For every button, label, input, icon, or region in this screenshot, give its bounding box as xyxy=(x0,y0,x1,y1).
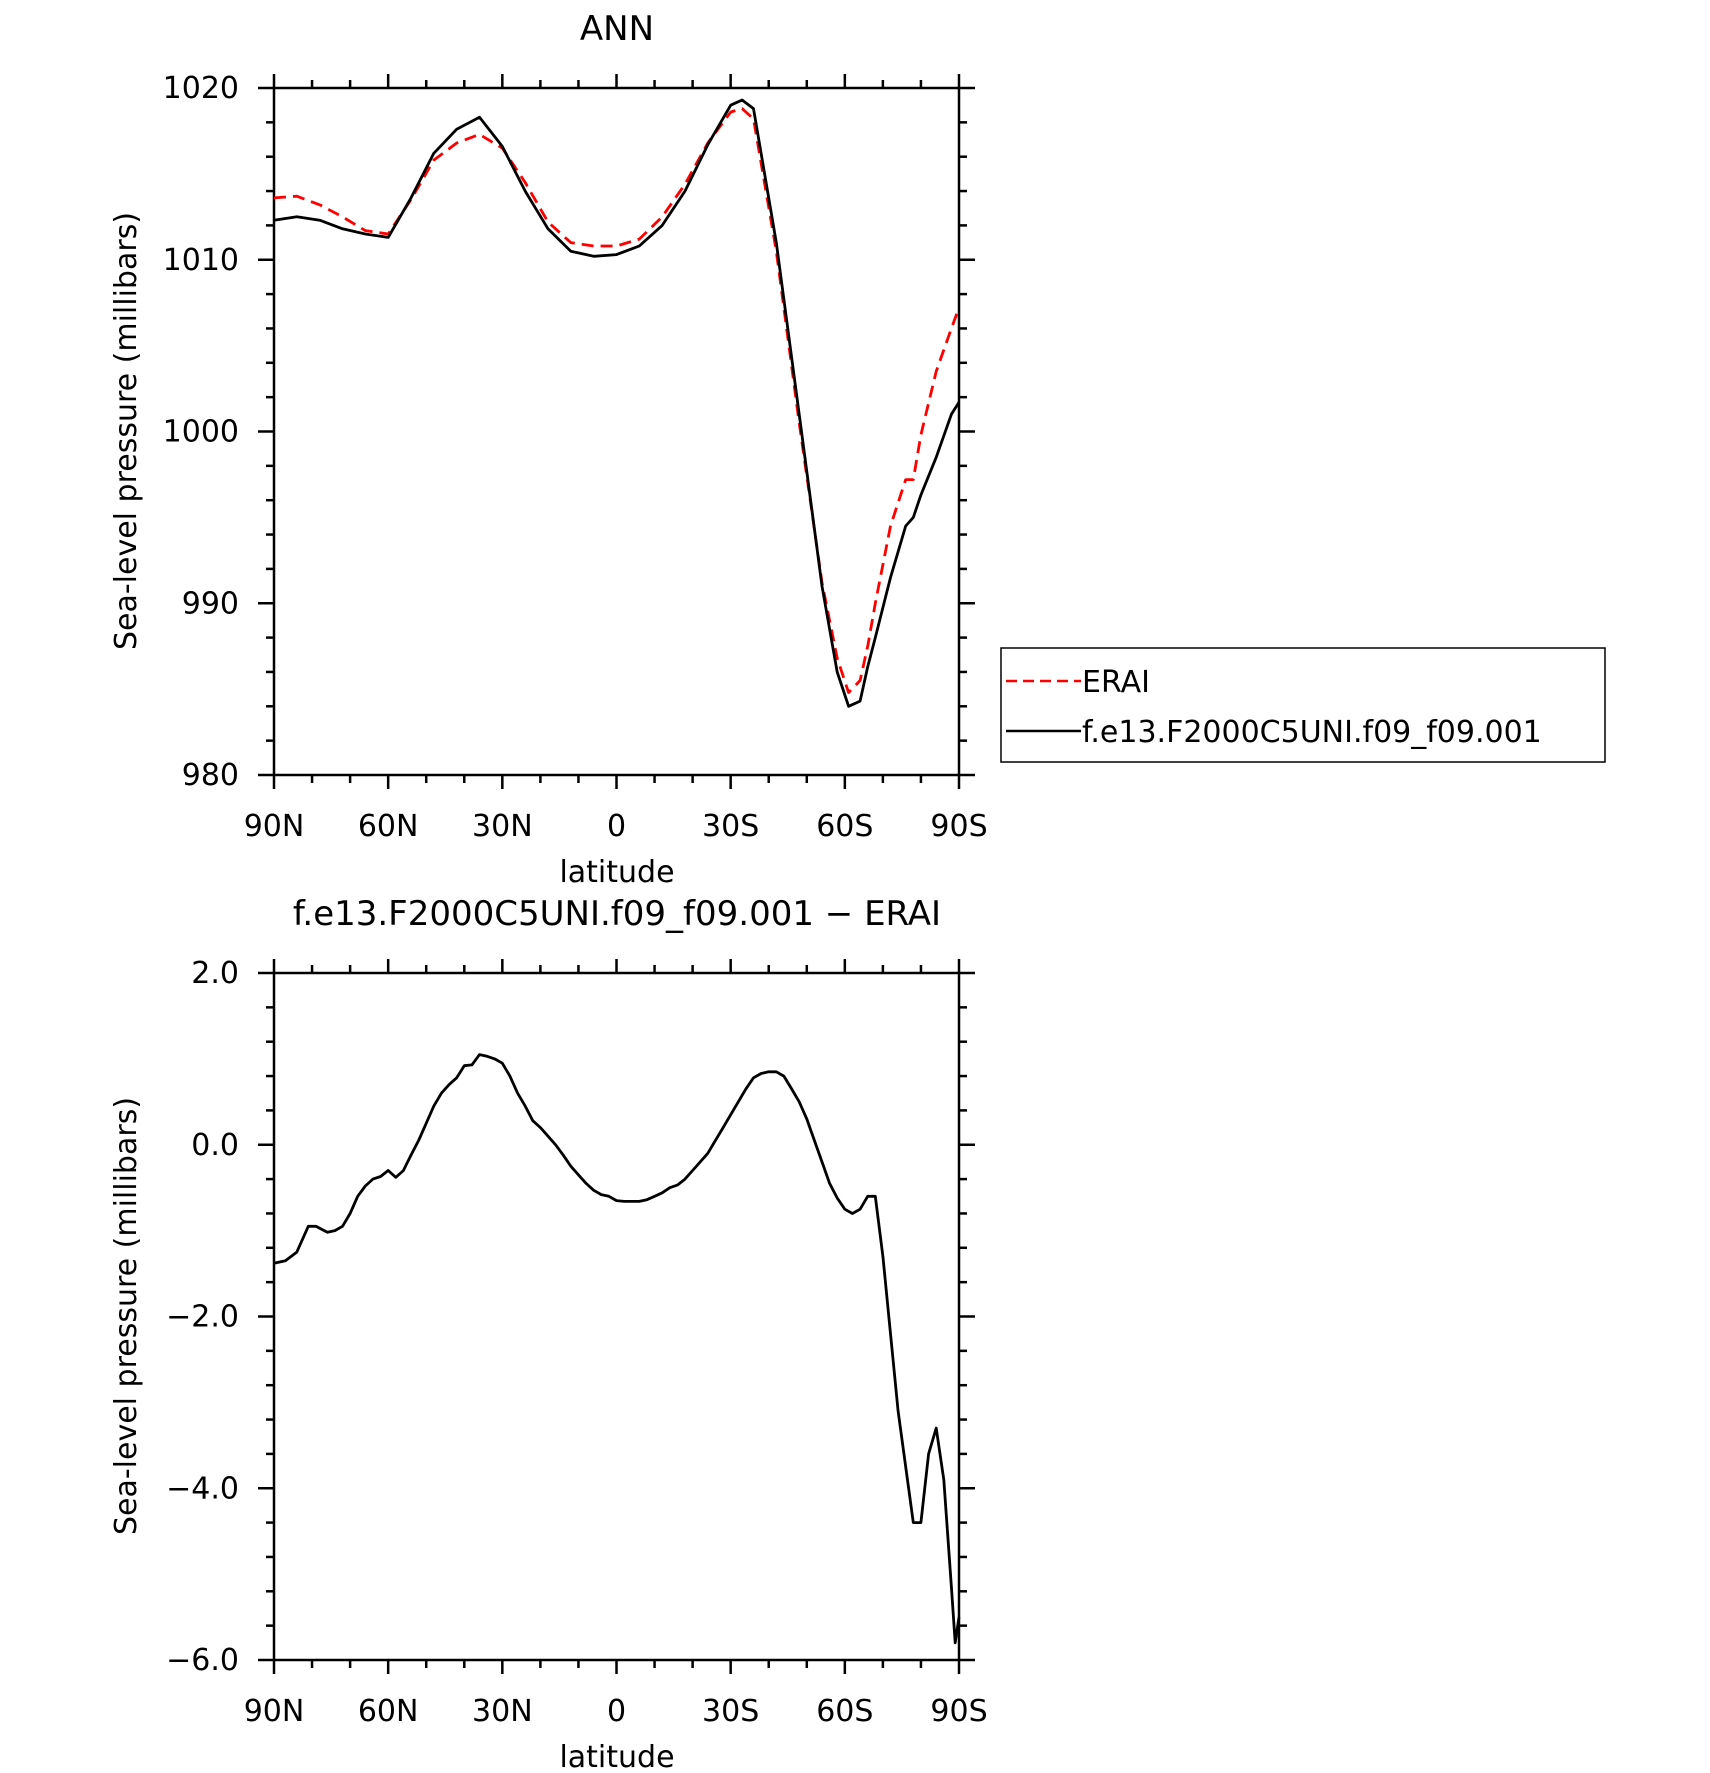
legend: ERAI f.e13.F2000C5UNI.f09_f09.001 xyxy=(1000,647,1606,763)
axis-ticks xyxy=(258,959,975,1674)
series-line-diff-0 xyxy=(273,1053,961,1645)
x-tick-label: 60N xyxy=(358,809,419,844)
y-tick-label: −6.0 xyxy=(166,1643,239,1678)
legend-label-erai: ERAI xyxy=(1082,665,1150,700)
y-tick-label: 990 xyxy=(182,586,239,621)
legend-box xyxy=(1000,647,1606,763)
x-tick-label: 0 xyxy=(607,809,626,844)
x-tick-label: 90S xyxy=(930,1694,987,1729)
x-tick-label: 90S xyxy=(930,809,987,844)
chart-title: ANN xyxy=(580,9,654,49)
x-tick-label: 30N xyxy=(472,1694,533,1729)
y-tick-label: 1020 xyxy=(163,71,239,106)
top-panel: ANN 90N 60N 30N 0 30S 60S 90S 980 990 1000 1010 10… xyxy=(109,9,1606,890)
y-tick-label: 0.0 xyxy=(191,1128,239,1163)
x-tick-label: 30N xyxy=(472,809,533,844)
x-tick-label: 30S xyxy=(702,1694,759,1729)
chart-title: f.e13.F2000C5UNI.f09_f09.001 − ERAI xyxy=(293,894,941,934)
y-tick-label: 980 xyxy=(182,758,239,793)
x-tick-label: 30S xyxy=(702,809,759,844)
x-tick-labels: 90N 60N 30N 0 30S 60S 90S xyxy=(244,1694,988,1729)
x-tick-label: 90N xyxy=(244,1694,305,1729)
y-tick-labels: 980 990 1000 1010 1020 xyxy=(163,71,239,793)
y-axis-label: Sea-level pressure (millibars) xyxy=(109,1097,144,1535)
x-tick-label: 60N xyxy=(358,1694,419,1729)
y-tick-label: 1000 xyxy=(163,415,239,450)
x-axis-label: latitude xyxy=(559,855,674,890)
y-tick-label: −2.0 xyxy=(166,1300,239,1335)
x-tick-label: 90N xyxy=(244,809,305,844)
legend-label-model: f.e13.F2000C5UNI.f09_f09.001 xyxy=(1082,715,1542,750)
y-tick-label: 1010 xyxy=(163,243,239,278)
y-axis-label: Sea-level pressure (millibars) xyxy=(109,212,144,650)
bottom-panel: f.e13.F2000C5UNI.f09_f09.001 − ERAI 90N 6… xyxy=(109,894,988,1773)
series-lines xyxy=(273,98,961,708)
x-tick-labels: 90N 60N 30N 0 30S 60S 90S xyxy=(244,809,988,844)
x-tick-label: 60S xyxy=(816,809,873,844)
y-tick-labels: −6.0 −4.0 −2.0 0.0 2.0 xyxy=(166,956,239,1678)
x-tick-label: 0 xyxy=(607,1694,626,1729)
axis-ticks xyxy=(258,74,975,789)
x-tick-label: 60S xyxy=(816,1694,873,1729)
y-tick-label: 2.0 xyxy=(191,956,239,991)
y-tick-label: −4.0 xyxy=(166,1471,239,1506)
series-line-f-e13-f2000c5uni-f09-f09-001 xyxy=(273,98,961,708)
series-lines xyxy=(273,1053,961,1645)
x-axis-label: latitude xyxy=(559,1740,674,1773)
